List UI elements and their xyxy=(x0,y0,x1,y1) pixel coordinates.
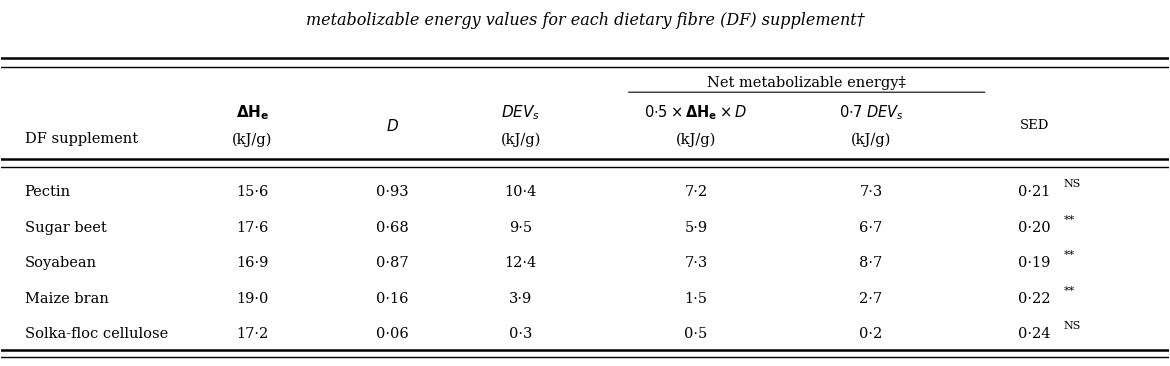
Text: 0·20: 0·20 xyxy=(1018,221,1051,235)
Text: 0·87: 0·87 xyxy=(376,256,408,270)
Text: Net metabolizable energy‡: Net metabolizable energy‡ xyxy=(708,76,906,90)
Text: Sugar beet: Sugar beet xyxy=(25,221,106,235)
Text: DF supplement: DF supplement xyxy=(25,132,138,146)
Text: (kJ/g): (kJ/g) xyxy=(851,132,892,147)
Text: $\mathbf{\Delta H_e}$: $\mathbf{\Delta H_e}$ xyxy=(235,103,269,122)
Text: 16·9: 16·9 xyxy=(236,256,269,270)
Text: Solka-floc cellulose: Solka-floc cellulose xyxy=(25,328,168,341)
Text: **: ** xyxy=(1064,286,1075,296)
Text: **: ** xyxy=(1064,250,1075,260)
Text: (kJ/g): (kJ/g) xyxy=(232,132,273,147)
Text: Soyabean: Soyabean xyxy=(25,256,97,270)
Text: 0·19: 0·19 xyxy=(1018,256,1051,270)
Text: Maize bran: Maize bran xyxy=(25,292,109,306)
Text: 0·68: 0·68 xyxy=(376,221,408,235)
Text: 7·3: 7·3 xyxy=(684,256,708,270)
Text: (kJ/g): (kJ/g) xyxy=(501,132,541,147)
Text: 9·5: 9·5 xyxy=(509,221,532,235)
Text: $0{\cdot}7\;\mathit{DEV_s}$: $0{\cdot}7\;\mathit{DEV_s}$ xyxy=(839,103,903,122)
Text: 19·0: 19·0 xyxy=(236,292,269,306)
Text: 10·4: 10·4 xyxy=(504,185,537,199)
Text: $\mathit{D}$: $\mathit{D}$ xyxy=(386,118,399,134)
Text: 5·9: 5·9 xyxy=(684,221,708,235)
Text: **: ** xyxy=(1064,215,1075,225)
Text: 7·3: 7·3 xyxy=(859,185,882,199)
Text: $0{\cdot}5 \times \mathbf{\Delta H_e} \times \mathit{D}$: $0{\cdot}5 \times \mathbf{\Delta H_e} \t… xyxy=(645,103,748,122)
Text: metabolizable energy values for each dietary fibre (DF) supplement†: metabolizable energy values for each die… xyxy=(305,12,865,29)
Text: 0·5: 0·5 xyxy=(684,328,708,341)
Text: (kJ/g): (kJ/g) xyxy=(676,132,716,147)
Text: 17·6: 17·6 xyxy=(236,221,269,235)
Text: 0·21: 0·21 xyxy=(1018,185,1051,199)
Text: 0·3: 0·3 xyxy=(509,328,532,341)
Text: 6·7: 6·7 xyxy=(859,221,882,235)
Text: 0·06: 0·06 xyxy=(376,328,408,341)
Text: 12·4: 12·4 xyxy=(504,256,537,270)
Text: NS: NS xyxy=(1064,321,1081,332)
Text: 0·24: 0·24 xyxy=(1018,328,1051,341)
Text: 15·6: 15·6 xyxy=(236,185,269,199)
Text: 0·2: 0·2 xyxy=(859,328,882,341)
Text: 2·7: 2·7 xyxy=(860,292,882,306)
Text: $\mathit{DEV_s}$: $\mathit{DEV_s}$ xyxy=(501,103,541,122)
Text: 3·9: 3·9 xyxy=(509,292,532,306)
Text: 0·16: 0·16 xyxy=(377,292,408,306)
Text: 8·7: 8·7 xyxy=(859,256,882,270)
Text: 1·5: 1·5 xyxy=(684,292,708,306)
Text: Pectin: Pectin xyxy=(25,185,71,199)
Text: SED: SED xyxy=(1020,119,1049,132)
Text: 0·93: 0·93 xyxy=(376,185,408,199)
Text: 7·2: 7·2 xyxy=(684,185,708,199)
Text: NS: NS xyxy=(1064,179,1081,189)
Text: 17·2: 17·2 xyxy=(236,328,268,341)
Text: 0·22: 0·22 xyxy=(1018,292,1051,306)
